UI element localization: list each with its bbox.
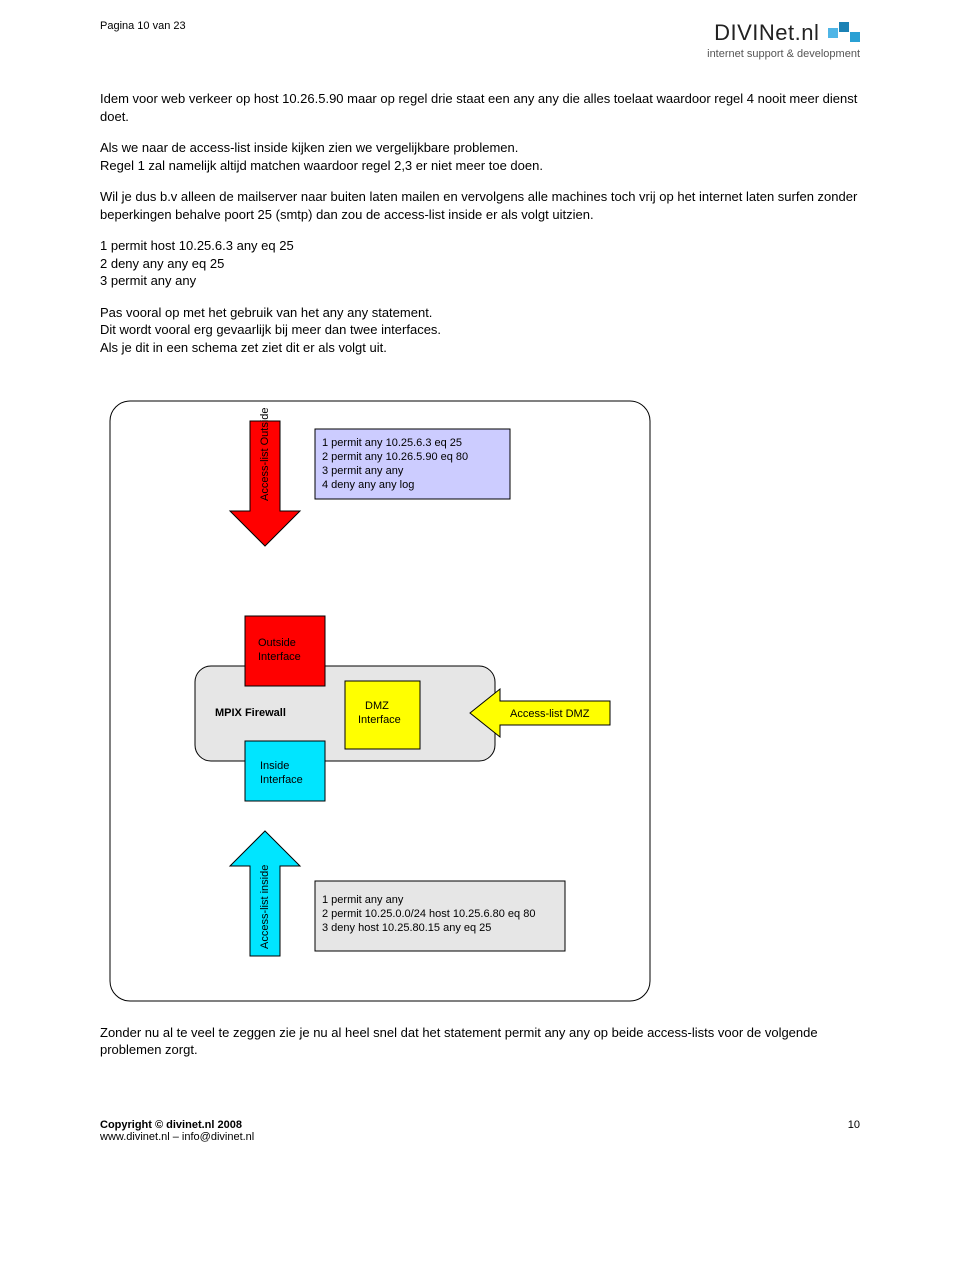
svg-text:1 permit any 10.25.6.3 eq 25: 1 permit any 10.25.6.3 eq 25 <box>322 437 462 449</box>
firewall-label: MPIX Firewall <box>215 707 286 719</box>
body-paragraph: Zonder nu al te veel te zeggen zie je nu… <box>100 1024 860 1059</box>
body-paragraph: Idem voor web verkeer op host 10.26.5.90… <box>100 90 860 125</box>
svg-text:Interface: Interface <box>358 714 401 726</box>
svg-text:Interface: Interface <box>260 774 303 786</box>
firewall-diagram: Access-list Outside 1 permit any 10.25.6… <box>100 391 660 1011</box>
rule-line: 1 permit host 10.25.6.3 any eq 25 <box>100 237 860 255</box>
rule-line: 2 deny any any eq 25 <box>100 255 860 273</box>
svg-text:3 deny host 10.25.80.15 any eq: 3 deny host 10.25.80.15 any eq 25 <box>322 922 491 934</box>
body-paragraph: Als we naar de access-list inside kijken… <box>100 139 860 174</box>
svg-text:2 permit any 10.26.5.90 eq 80: 2 permit any 10.26.5.90 eq 80 <box>322 451 468 463</box>
logo-icon <box>827 26 860 41</box>
svg-text:1 permit any any: 1 permit any any <box>322 894 404 906</box>
svg-text:Inside: Inside <box>260 760 289 772</box>
logo-block: DIVINet.nl internet support & developmen… <box>707 20 860 60</box>
logo-tagline: internet support & development <box>707 48 860 60</box>
rule-line: 3 permit any any <box>100 272 860 290</box>
svg-text:Access-list DMZ: Access-list DMZ <box>510 708 590 720</box>
outside-rules-box: 1 permit any 10.25.6.3 eq 25 2 permit an… <box>315 429 510 499</box>
outside-interface-box: Outside Interface <box>245 616 325 686</box>
rule-list: 1 permit host 10.25.6.3 any eq 25 2 deny… <box>100 237 860 290</box>
body-paragraph: Wil je dus b.v alleen de mailserver naar… <box>100 188 860 223</box>
dmz-interface-box: DMZ Interface <box>345 681 420 749</box>
logo-text: DIVINet.nl <box>714 20 819 46</box>
footer-left: Copyright © divinet.nl 2008 www.divinet.… <box>100 1119 254 1143</box>
inside-arrow-label: Access-list inside <box>259 864 271 948</box>
svg-text:Interface: Interface <box>258 651 301 663</box>
svg-text:DMZ: DMZ <box>365 700 389 712</box>
inside-interface-box: Inside Interface <box>245 741 325 801</box>
footer-page-number: 10 <box>848 1119 860 1143</box>
outside-arrow-label: Access-list Outside <box>259 407 271 501</box>
svg-text:4 deny any any log: 4 deny any any log <box>322 479 414 491</box>
svg-text:Outside: Outside <box>258 637 296 649</box>
body-paragraph: Pas vooral op met het gebruik van het an… <box>100 304 860 357</box>
svg-text:2 permit 10.25.0.0/24 host 10.: 2 permit 10.25.0.0/24 host 10.25.6.80 eq… <box>322 908 535 920</box>
svg-text:3 permit any any: 3 permit any any <box>322 465 404 477</box>
page-number-header: Pagina 10 van 23 <box>100 20 186 32</box>
inside-rules-box: 1 permit any any 2 permit 10.25.0.0/24 h… <box>315 881 565 951</box>
